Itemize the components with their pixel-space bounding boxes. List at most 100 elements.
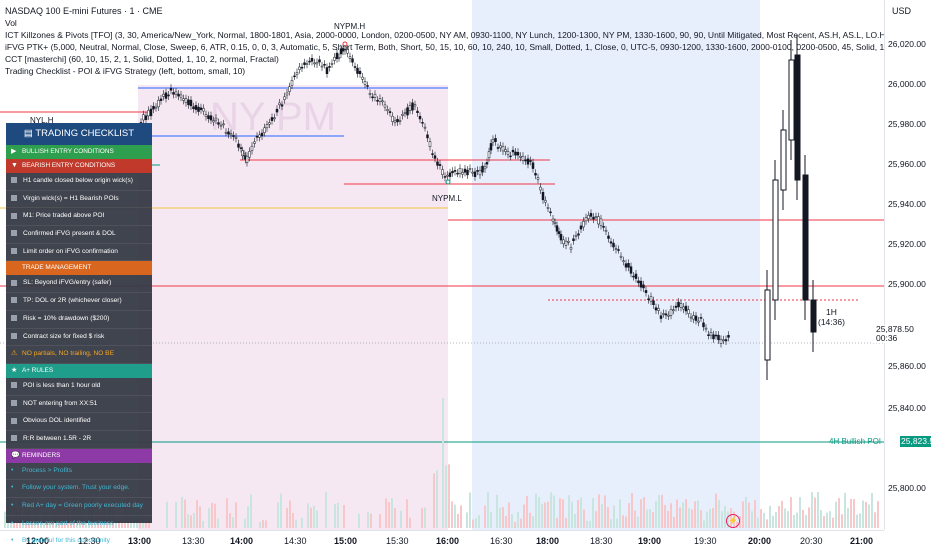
indicator-checklist[interactable]: Trading Checklist - POI & iFVG Strategy … (5, 66, 245, 77)
price-tick-label: 26,020.00 (888, 39, 926, 49)
checklist-item[interactable]: POI is less than 1 hour old (6, 378, 152, 396)
volume-bar (685, 499, 687, 528)
volume-bar (742, 501, 744, 528)
checkbox-icon[interactable] (11, 297, 17, 303)
candle-body (338, 57, 340, 58)
candle-body (585, 218, 587, 221)
candle-body (394, 121, 396, 122)
volume-bar (652, 512, 654, 528)
candle-body (645, 290, 647, 292)
candle-body (444, 176, 446, 177)
candle-body (573, 239, 575, 241)
checklist-item[interactable]: H1 candle closed below origin wick(s) (6, 173, 152, 191)
checkbox-icon[interactable] (11, 333, 17, 339)
checklist-item[interactable]: NOT entering from XX:51 (6, 396, 152, 414)
checklist-item[interactable]: Obvious DOL identified (6, 413, 152, 431)
indicator-vol[interactable]: Vol (5, 18, 17, 29)
volume-bar (424, 507, 426, 528)
volume-bar (808, 507, 810, 528)
candle-body (459, 168, 461, 173)
candle-body (193, 107, 195, 109)
candle-body (578, 234, 580, 235)
candle-body (180, 95, 182, 97)
indicator-cct[interactable]: CCT [masterchi] (60, 10, 15, 2, 1, Solid… (5, 54, 279, 65)
volume-bar (181, 497, 183, 528)
checkbox-icon[interactable] (11, 280, 17, 286)
checkbox-icon[interactable] (11, 382, 17, 388)
indicator-ifvg[interactable]: iFVG PTK+ (5,000, Neutral, Normal, Close… (5, 42, 932, 53)
checklist-item[interactable]: R:R between 1.5R - 2R (6, 431, 152, 449)
volume-bar (712, 508, 714, 528)
candle-body (618, 250, 620, 251)
candle-body (362, 77, 364, 79)
volume-bar (469, 493, 471, 528)
checklist-item[interactable]: Limit order on iFVG confirmation (6, 244, 152, 262)
volume-bar (226, 498, 228, 528)
candle-body (264, 128, 266, 133)
checkbox-icon[interactable] (11, 248, 17, 254)
checkbox-icon[interactable] (11, 418, 17, 424)
volume-bar (166, 502, 168, 528)
volume-bar (778, 506, 780, 528)
candle-body (510, 156, 512, 157)
time-tick-label: 19:30 (694, 536, 717, 546)
candle-body (575, 235, 577, 236)
candle-body (554, 222, 556, 223)
volume-bar (556, 518, 558, 528)
candle-body (507, 152, 509, 155)
time-tick-label: 21:00 (850, 536, 873, 546)
volume-bar (529, 513, 531, 528)
countdown-time: (14:36) (818, 317, 845, 327)
candle-body (178, 94, 180, 96)
volume-bar (295, 520, 297, 528)
volume-bar (559, 498, 561, 528)
candle-body (306, 64, 308, 65)
volume-bar (766, 519, 768, 528)
candle-body (311, 58, 313, 61)
candle-body (160, 99, 162, 101)
volume-bar (451, 501, 453, 528)
candle-body (547, 207, 549, 208)
volume-bar (190, 515, 192, 528)
candle-body (469, 168, 471, 169)
candle-body (321, 66, 323, 67)
volume-bar (436, 470, 438, 528)
candle-body (251, 146, 253, 150)
indicator-killzones[interactable]: ICT Killzones & Pivots [TFO] (3, 30, Ame… (5, 30, 932, 41)
candle-body (486, 162, 488, 164)
symbol-title[interactable]: NASDAQ 100 E-mini Futures · 1 · CME (5, 6, 163, 17)
checklist-item[interactable]: Virgin wick(s) = H1 Bearish POIs (6, 191, 152, 209)
time-tick-label: 15:00 (334, 536, 357, 546)
candle-body (522, 156, 524, 160)
candle-body (238, 144, 240, 147)
volume-bar (544, 502, 546, 528)
currency-label[interactable]: USD (892, 6, 911, 16)
volume-bar (562, 499, 564, 528)
checkbox-icon[interactable] (11, 230, 17, 236)
volume-bar (874, 512, 876, 528)
candle-body (218, 123, 220, 125)
volume-bar (211, 503, 213, 528)
candle-body (289, 87, 291, 92)
candle-body (188, 100, 190, 105)
candle-body (364, 81, 366, 84)
checklist-item[interactable]: TP: DOL or 2R (whichever closer) (6, 293, 152, 311)
checkbox-icon[interactable] (11, 177, 17, 183)
checklist-item[interactable]: Contract size for fixed $ risk (6, 329, 152, 347)
checkbox-icon[interactable] (11, 213, 17, 219)
checklist-item[interactable]: SL: Beyond iFVG/entry (safer) (6, 275, 152, 293)
checkbox-icon[interactable] (11, 400, 17, 406)
checkbox-icon[interactable] (11, 195, 17, 201)
candle-body (643, 285, 645, 288)
volume-bar (694, 501, 696, 528)
checklist-item[interactable]: Confirmed iFVG present & DOL (6, 226, 152, 244)
candle-body (402, 114, 404, 115)
volume-bar (862, 501, 864, 528)
checkbox-icon[interactable] (11, 435, 17, 441)
flash-icon[interactable]: ⚡ (726, 514, 740, 528)
volume-bar (688, 508, 690, 528)
candle-body (203, 108, 205, 111)
checkbox-icon[interactable] (11, 315, 17, 321)
checklist-item[interactable]: M1: Price traded above POI (6, 208, 152, 226)
checklist-item[interactable]: Risk = 10% drawdown ($200) (6, 311, 152, 329)
